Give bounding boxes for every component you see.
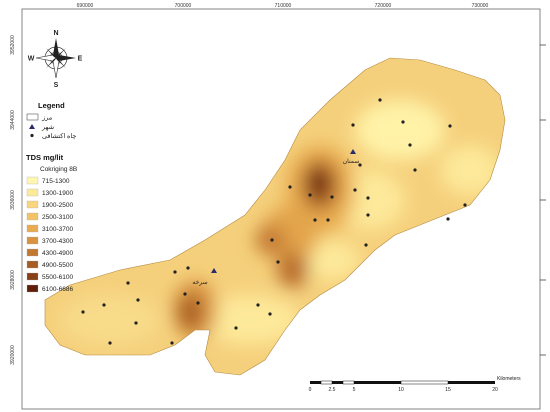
well-point	[313, 218, 317, 222]
scale-tick-label: 10	[398, 387, 404, 393]
scale-tick-label: 2.5	[329, 387, 336, 393]
scale-unit-label: Kilometers	[497, 376, 521, 382]
well-point	[366, 196, 370, 200]
well-point	[366, 213, 370, 217]
legend-class-label: 1300-1900	[42, 190, 73, 197]
border-swatch	[26, 113, 39, 121]
wells	[81, 98, 467, 345]
legend-class-label: 6100-6686	[42, 286, 73, 293]
well-point	[196, 301, 200, 305]
city-symbol	[29, 124, 35, 129]
well-point	[308, 193, 312, 197]
well-point	[351, 123, 355, 127]
x-tick-label: 720000	[375, 3, 392, 9]
scale-tick-label: 0	[309, 387, 312, 393]
well-point	[326, 218, 330, 222]
compass-rose: N S E W	[28, 30, 83, 89]
y-tick-label: 3952000	[10, 35, 16, 55]
legend-class-label: 2500-3100	[42, 214, 73, 221]
scale-bar: 0 2.5 5 10 15 20 Kilometers	[309, 376, 522, 393]
x-tick-label: 690000	[77, 3, 94, 9]
well-point	[270, 238, 274, 242]
legend-class-label: 1900-2500	[42, 202, 73, 209]
legend-classes: 715-1300 1300-1900 1900-2500 2500-3100 3…	[26, 176, 73, 293]
well-point	[446, 217, 450, 221]
legend-class-label: 4300-4900	[42, 250, 73, 257]
well-point	[288, 185, 292, 189]
well-point	[102, 303, 106, 307]
well-point	[408, 143, 412, 147]
well-point	[364, 243, 368, 247]
x-axis-ticks: 690000 700000 710000 720000 730000	[77, 3, 489, 9]
well-point	[108, 341, 112, 345]
legend-swatch	[26, 284, 39, 293]
aquifer-boundary	[44, 57, 506, 376]
legend-class-label: 3700-4300	[42, 238, 73, 245]
legend-swatch	[26, 260, 39, 269]
well-point	[173, 270, 177, 274]
y-tick-label: 3920000	[10, 345, 16, 365]
well-point	[183, 292, 187, 296]
legend-swatch	[26, 224, 39, 233]
well-point	[256, 303, 260, 307]
well-point	[234, 326, 238, 330]
legend-class-label: 5500-6100	[42, 274, 73, 281]
legend-swatch	[26, 212, 39, 221]
legend-class-label: 715-1300	[42, 178, 70, 185]
legend-swatch	[26, 272, 39, 281]
well-point	[413, 168, 417, 172]
x-tick-label: 730000	[472, 3, 489, 9]
city-marker	[211, 268, 217, 273]
compass-north-label: N	[53, 30, 58, 37]
cities: سمنان سرخه	[192, 149, 359, 286]
well-point	[134, 321, 138, 325]
well-point	[378, 98, 382, 102]
y-tick-label: 3944000	[10, 110, 16, 130]
y-axis-ticks-left: 3952000 3944000 3936000 3928000 3920000	[10, 35, 16, 365]
well-point	[81, 310, 85, 314]
well-point	[186, 266, 190, 270]
method-label: Cokriging 8B	[40, 166, 77, 173]
legend-swatch	[26, 248, 39, 257]
x-tick-label: 700000	[175, 3, 192, 9]
tds-title: TDS mg/lit	[26, 153, 64, 162]
legend-swatch	[26, 176, 39, 185]
y-tick-label: 3928000	[10, 270, 16, 290]
well-point	[353, 188, 357, 192]
well-point	[126, 281, 130, 285]
legend-swatch	[26, 188, 39, 197]
well-symbol	[30, 133, 34, 138]
well-point	[448, 124, 452, 128]
well-point	[170, 341, 174, 345]
well-point	[330, 195, 334, 199]
city-label: سرخه	[192, 279, 207, 286]
compass-east-label: E	[78, 56, 83, 63]
well-point	[401, 120, 405, 124]
legend-swatch	[26, 200, 39, 209]
city-label: سمنان	[343, 158, 360, 165]
compass-south-label: S	[54, 82, 59, 89]
well-point	[268, 312, 272, 316]
well-point	[463, 203, 467, 207]
scale-tick-label: 20	[492, 387, 498, 393]
well-point	[136, 298, 140, 302]
x-tick-label: 710000	[275, 3, 292, 9]
border-label: مرز	[41, 115, 53, 122]
city-symbol-label: شهر	[41, 124, 55, 131]
legend-title: Legend	[38, 101, 65, 110]
well-point	[276, 260, 280, 264]
right-edge-ticks	[540, 44, 546, 356]
scale-tick-label: 5	[353, 387, 356, 393]
well-symbol-label: چاه اکتشافی	[42, 132, 76, 140]
legend: Legend مرز شهر چاه اکتشافی TDS mg/lit Co…	[26, 101, 77, 293]
city-marker	[350, 149, 356, 154]
legend-class-label: 4900-5500	[42, 262, 73, 269]
compass-west-label: W	[28, 56, 35, 63]
legend-swatch	[26, 236, 39, 245]
y-tick-label: 3936000	[10, 190, 16, 210]
legend-class-label: 3100-3700	[42, 226, 73, 233]
well-point	[358, 163, 362, 167]
scale-tick-label: 15	[445, 387, 451, 393]
